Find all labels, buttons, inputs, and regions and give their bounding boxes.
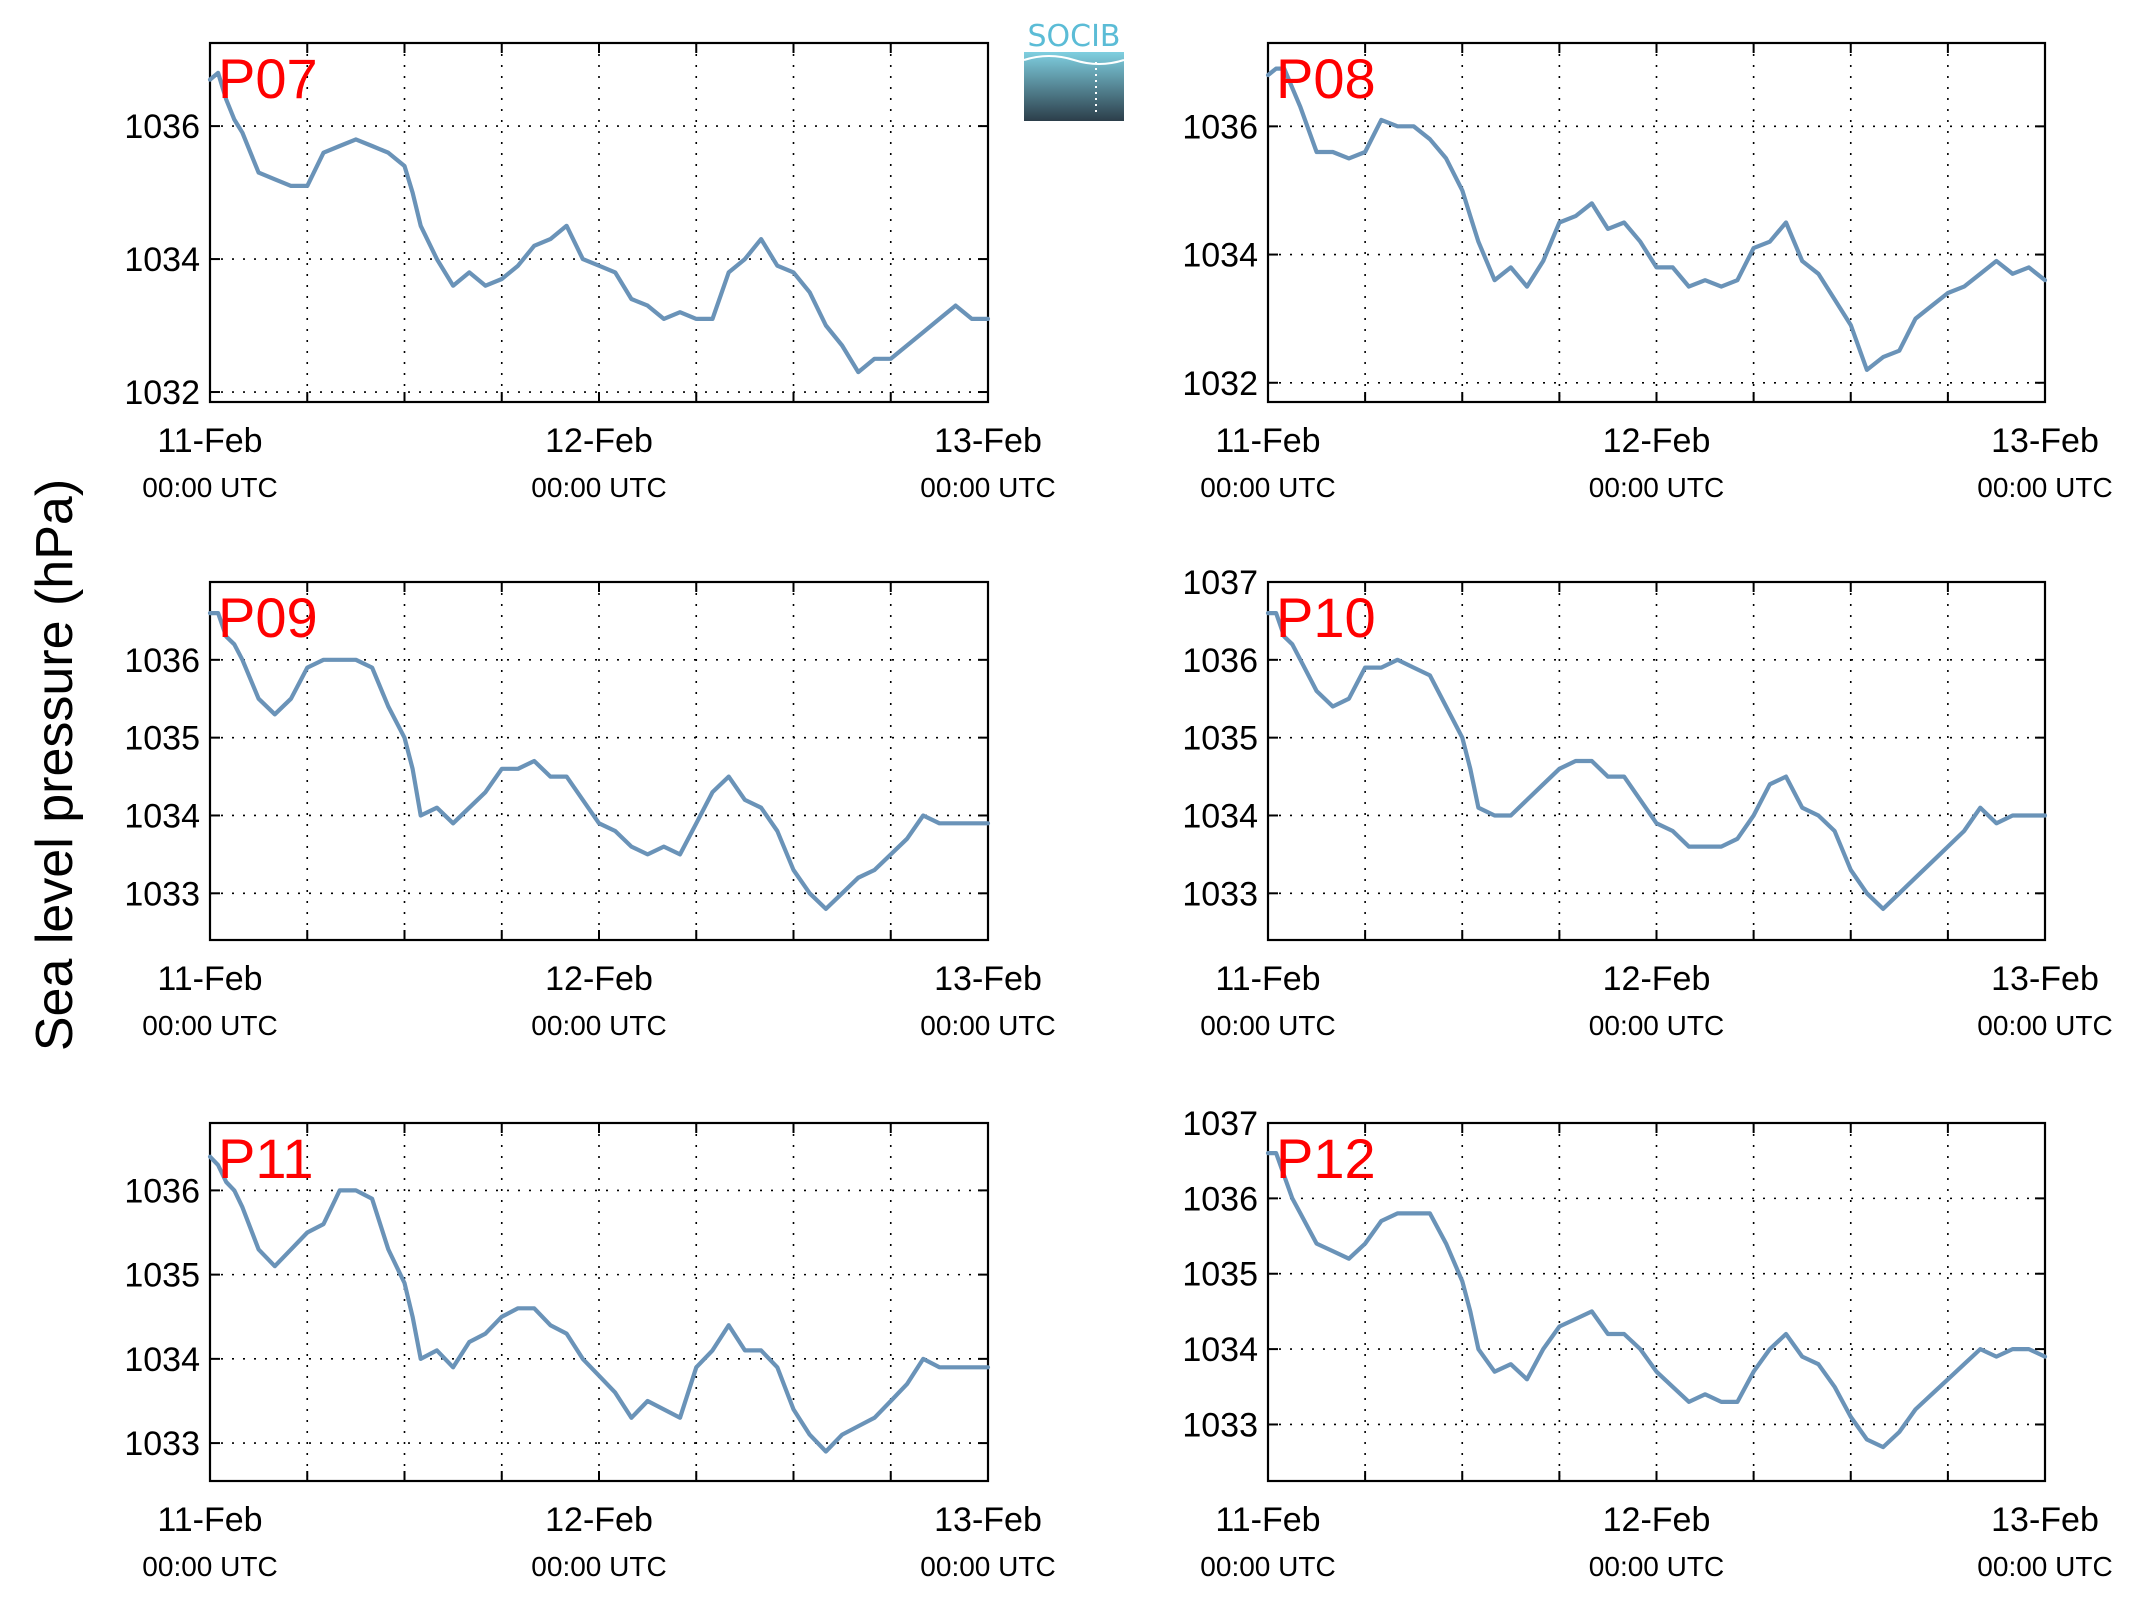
series-line-p09 <box>207 610 991 912</box>
panel-p11: 1033 1034 1035 1036 11-Feb 00:00 UTC 12-Feb 00:… <box>124 1121 1056 1582</box>
x-tick-time-label: 00:00 UTC <box>1977 1010 2112 1041</box>
x-tick-time-label: 00:00 UTC <box>142 472 277 503</box>
y-tick-label: 1037 <box>1182 1105 1258 1143</box>
x-tick-time-label: 00:00 UTC <box>531 1551 666 1582</box>
x-tick-time-label: 00:00 UTC <box>1589 472 1724 503</box>
x-tick-time-label: 00:00 UTC <box>531 1010 666 1041</box>
x-tick-date-label: 13-Feb <box>934 1501 1042 1539</box>
socib-logo-block <box>1024 52 1124 121</box>
x-tick-time-label: 00:00 UTC <box>142 1010 277 1041</box>
y-tick-label: 1035 <box>124 1257 200 1295</box>
panel-frame <box>1266 1121 2047 1483</box>
panels-container: 1032 1034 1036 11-Feb 00:00 UTC 12-Feb 00:00 U… <box>124 41 2113 1582</box>
series-line-p12 <box>1265 1150 2048 1450</box>
y-tick-label: 1035 <box>124 720 200 758</box>
panel-p10: 1033 1034 1035 1036 1037 11-Feb 00:00 UTC 12-Fe… <box>1182 564 2112 1041</box>
y-tick-label: 1033 <box>124 875 200 913</box>
panel-frame <box>208 1121 990 1483</box>
y-tick-label: 1034 <box>124 1341 200 1379</box>
panel-p09: 1033 1034 1035 1036 11-Feb 00:00 UTC 12-Feb 00:… <box>124 580 1056 1041</box>
x-tick-date-label: 13-Feb <box>1991 422 2099 460</box>
x-tick-date-label: 11-Feb <box>157 422 262 460</box>
panel-label: P12 <box>1276 1127 1376 1190</box>
x-tick-date-label: 12-Feb <box>545 1501 653 1539</box>
x-tick-date-label: 11-Feb <box>157 960 262 998</box>
y-tick-label: 1034 <box>124 797 200 835</box>
panel-p08: 1032 1034 1036 11-Feb 00:00 UTC 12-Feb 00:00 U… <box>1182 41 2113 503</box>
y-axis-label: Sea level pressure (hPa) <box>26 479 84 1051</box>
x-tick-date-label: 13-Feb <box>934 960 1042 998</box>
y-tick-label: 1036 <box>1182 642 1258 680</box>
panel-frame <box>1266 41 2047 404</box>
y-tick-label: 1033 <box>1182 875 1258 913</box>
x-tick-time-label: 00:00 UTC <box>920 472 1055 503</box>
y-tick-label: 1032 <box>1182 365 1258 403</box>
x-tick-time-label: 00:00 UTC <box>1589 1551 1724 1582</box>
panel-p12: 1033 1034 1035 1036 1037 11-Feb 00:00 UTC 12-Fe… <box>1182 1105 2112 1582</box>
x-tick-time-label: 00:00 UTC <box>920 1010 1055 1041</box>
y-tick-label: 1036 <box>124 642 200 680</box>
panel-label: P10 <box>1276 586 1376 649</box>
x-tick-time-label: 00:00 UTC <box>1589 1010 1724 1041</box>
x-tick-date-label: 11-Feb <box>1215 1501 1320 1539</box>
y-tick-label: 1034 <box>1182 237 1258 275</box>
panel-label: P09 <box>218 586 318 649</box>
y-tick-label: 1035 <box>1182 1256 1258 1294</box>
x-tick-time-label: 00:00 UTC <box>142 1551 277 1582</box>
y-tick-label: 1034 <box>1182 1331 1258 1369</box>
x-tick-time-label: 00:00 UTC <box>1200 1551 1335 1582</box>
series-line-p11 <box>207 1154 991 1454</box>
x-tick-date-label: 11-Feb <box>1215 422 1320 460</box>
x-tick-date-label: 13-Feb <box>934 422 1042 460</box>
y-tick-label: 1033 <box>1182 1406 1258 1444</box>
x-tick-date-label: 11-Feb <box>157 1501 262 1539</box>
socib-logo-wave <box>1023 55 1125 65</box>
x-tick-date-label: 12-Feb <box>1603 960 1711 998</box>
x-tick-date-label: 13-Feb <box>1991 1501 2099 1539</box>
series-line-p07 <box>207 70 991 375</box>
y-tick-label: 1034 <box>1182 797 1258 835</box>
panel-frame <box>208 41 990 404</box>
x-tick-date-label: 12-Feb <box>1603 1501 1711 1539</box>
y-tick-label: 1035 <box>1182 720 1258 758</box>
socib-logo: SOCIB <box>1023 19 1125 121</box>
y-tick-label: 1036 <box>124 1172 200 1210</box>
x-tick-time-label: 00:00 UTC <box>920 1551 1055 1582</box>
x-tick-date-label: 12-Feb <box>545 960 653 998</box>
panel-label: P11 <box>218 1127 313 1190</box>
series-line-p10 <box>1265 610 2048 912</box>
x-tick-date-label: 13-Feb <box>1991 960 2099 998</box>
y-tick-label: 1036 <box>124 108 200 146</box>
x-tick-time-label: 00:00 UTC <box>1200 472 1335 503</box>
x-tick-time-label: 00:00 UTC <box>1977 1551 2112 1582</box>
x-tick-date-label: 12-Feb <box>545 422 653 460</box>
y-tick-label: 1037 <box>1182 564 1258 602</box>
y-tick-label: 1034 <box>124 241 200 279</box>
x-tick-time-label: 00:00 UTC <box>1977 472 2112 503</box>
x-tick-time-label: 00:00 UTC <box>531 472 666 503</box>
panel-frame <box>208 580 990 942</box>
y-tick-label: 1032 <box>124 374 200 412</box>
panel-label: P08 <box>1276 47 1376 110</box>
series-line-p08 <box>1265 66 2048 372</box>
x-tick-date-label: 11-Feb <box>1215 960 1320 998</box>
panel-label: P07 <box>218 47 318 110</box>
y-tick-label: 1033 <box>124 1425 200 1463</box>
y-tick-label: 1036 <box>1182 108 1258 146</box>
panel-frame <box>1266 580 2047 942</box>
socib-logo-text: SOCIB <box>1027 19 1120 54</box>
y-tick-label: 1036 <box>1182 1180 1258 1218</box>
x-tick-time-label: 00:00 UTC <box>1200 1010 1335 1041</box>
panel-p07: 1032 1034 1036 11-Feb 00:00 UTC 12-Feb 00:00 U… <box>124 41 1056 503</box>
x-tick-date-label: 12-Feb <box>1603 422 1711 460</box>
